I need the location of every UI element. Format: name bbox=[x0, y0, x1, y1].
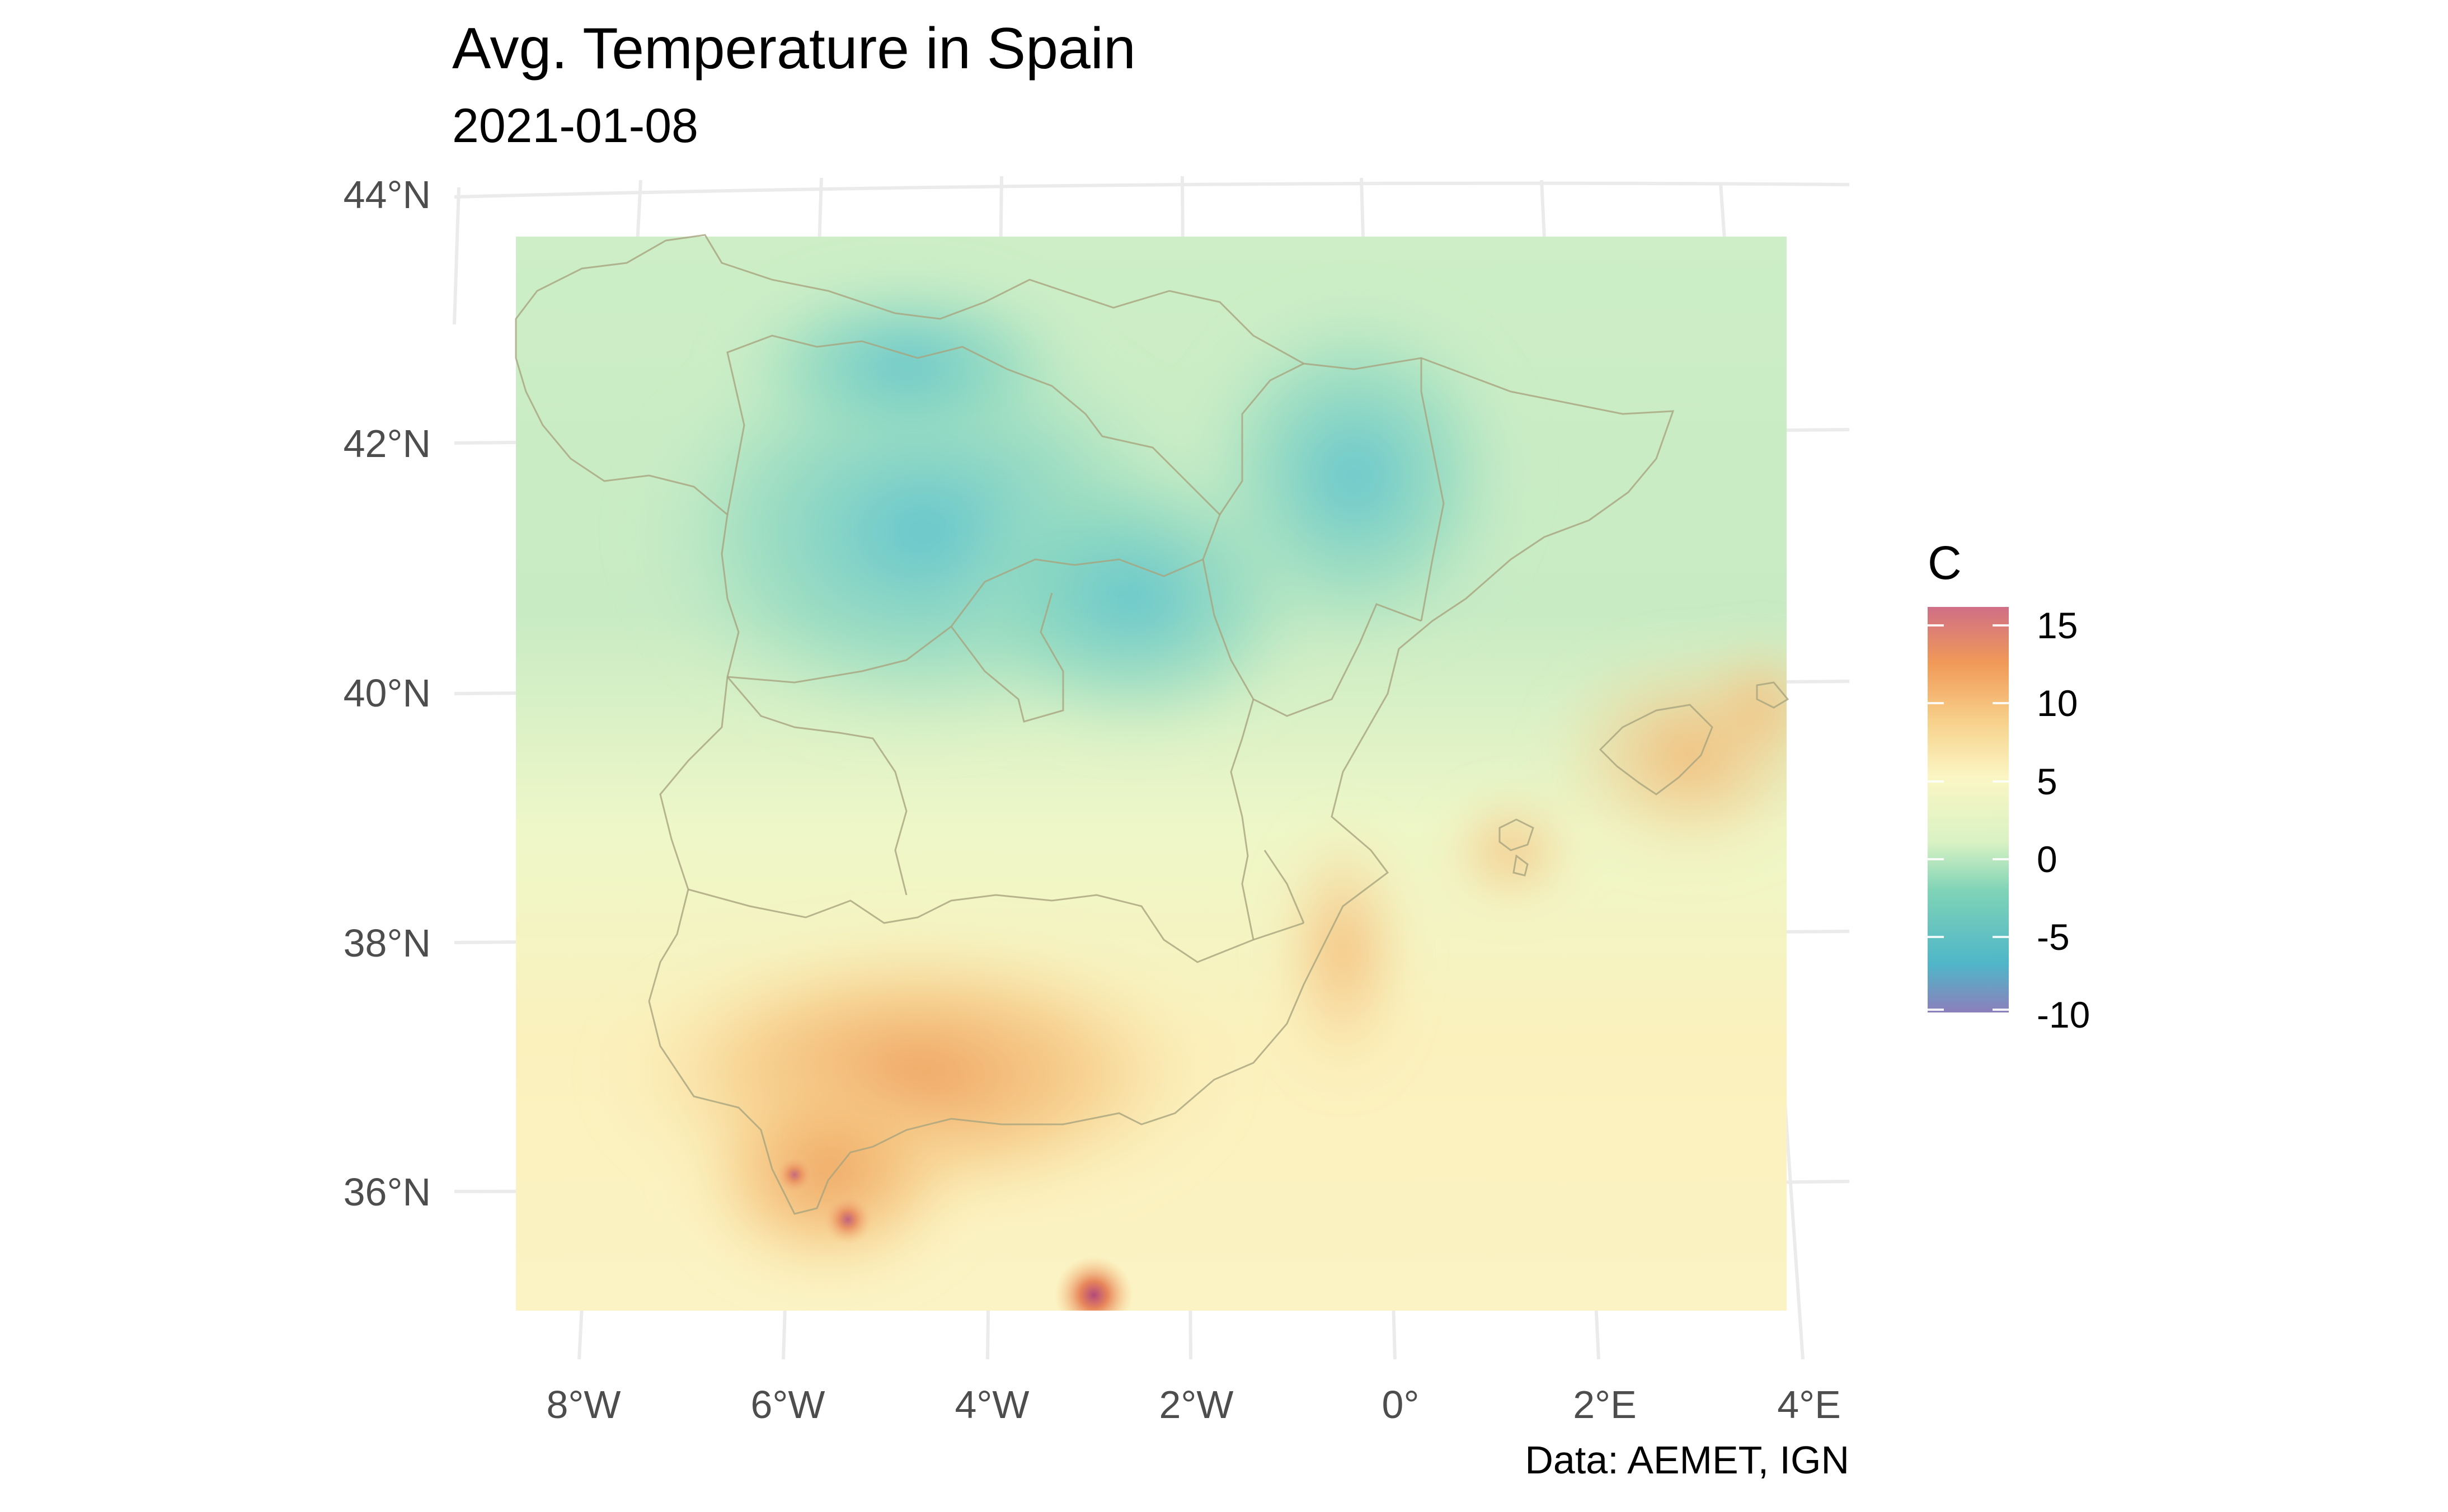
lon-label-4e: 4°E bbox=[1777, 1383, 1841, 1426]
legend-tick-15: 15 bbox=[2037, 605, 2078, 646]
lat-label-42: 42°N bbox=[344, 422, 431, 465]
lon-label-2e: 2°E bbox=[1573, 1383, 1637, 1426]
lon-label-2w: 2°W bbox=[1159, 1383, 1234, 1426]
lon-label-6w: 6°W bbox=[751, 1383, 825, 1426]
peninsula-outline bbox=[515, 234, 1675, 1215]
legend-tick-neg5: -5 bbox=[2037, 916, 2070, 958]
legend-tick-neg10: -10 bbox=[2037, 994, 2090, 1035]
legend-tick-5: 5 bbox=[2037, 761, 2057, 802]
balearic-islands bbox=[1498, 681, 1789, 877]
lat-label-36: 36°N bbox=[344, 1170, 431, 1214]
legend-title: C bbox=[1928, 536, 1962, 589]
map-subtitle: 2021-01-08 bbox=[452, 99, 698, 153]
latitude-labels: 44°N 42°N 40°N 38°N 36°N bbox=[344, 173, 431, 1214]
color-legend: C 15 10 5 0 -5 -10 bbox=[1928, 536, 2090, 1035]
lat-label-40: 40°N bbox=[344, 671, 431, 715]
lon-label-0: 0° bbox=[1382, 1383, 1420, 1426]
legend-colorbar bbox=[1928, 607, 2009, 1012]
data-source-caption: Data: AEMET, IGN bbox=[1525, 1438, 1849, 1482]
temperature-raster bbox=[516, 237, 1787, 1311]
coastline-and-borders bbox=[515, 234, 1675, 1215]
lon-label-4w: 4°W bbox=[955, 1383, 1030, 1426]
lon-label-8w: 8°W bbox=[547, 1383, 621, 1426]
legend-tick-10: 10 bbox=[2037, 682, 2078, 724]
legend-tick-0: 0 bbox=[2037, 839, 2057, 880]
longitude-labels: 8°W 6°W 4°W 2°W 0° 2°E 4°E bbox=[547, 1383, 1841, 1426]
map-title: Avg. Temperature in Spain bbox=[452, 16, 1136, 81]
lat-label-38: 38°N bbox=[344, 921, 431, 965]
lat-label-44: 44°N bbox=[344, 173, 431, 216]
